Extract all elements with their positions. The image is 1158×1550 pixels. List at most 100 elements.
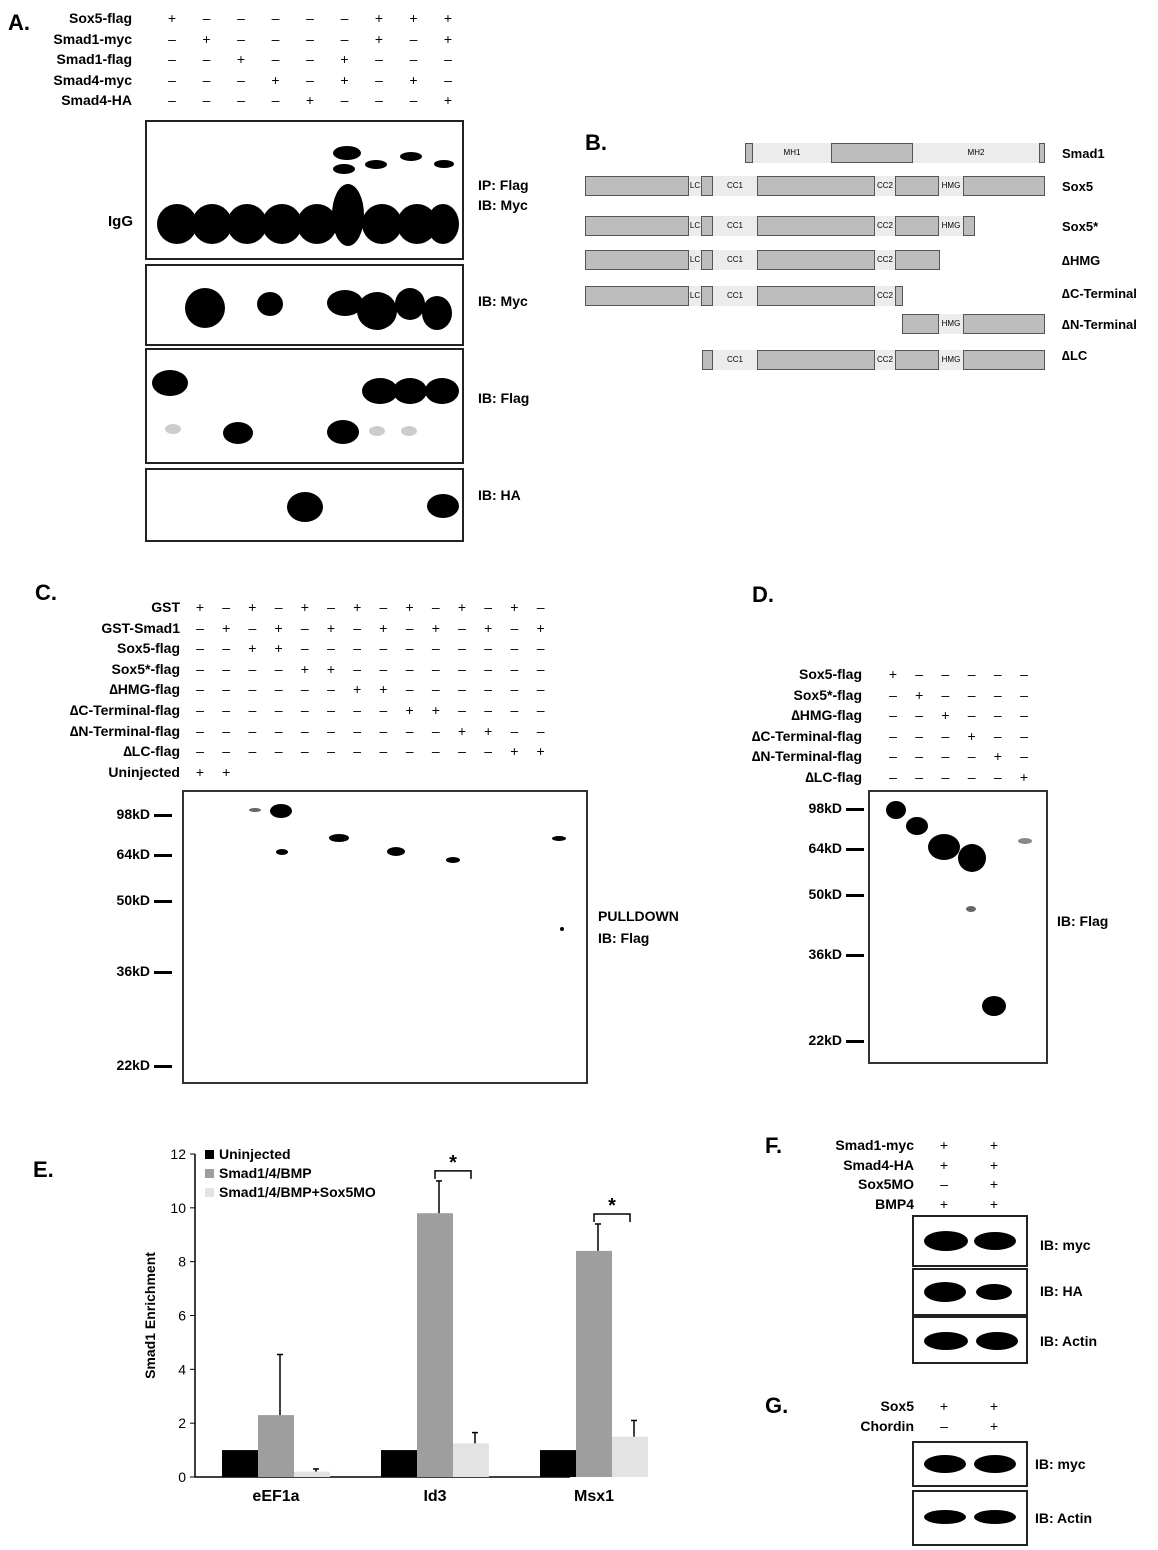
panel-f-sign: + (989, 1137, 999, 1153)
x-tick-label: eEF1a (252, 1488, 299, 1505)
panel-a-sign: + (340, 51, 349, 67)
panel-c-sign: – (300, 702, 309, 718)
mw-marker-tick (154, 900, 172, 903)
panel-d-sign: + (888, 666, 898, 682)
panel-d-sign: + (967, 727, 976, 744)
blot-a-ip-ib-label: IB: Myc (478, 197, 528, 213)
panel-c-sign: – (379, 702, 388, 718)
domain-box: CC2 (874, 216, 896, 236)
panel-f-sign: + (989, 1176, 999, 1192)
legend-entry: Uninjected (219, 1146, 291, 1162)
panel-c-sign: – (300, 681, 309, 698)
panel-d-sign: – (941, 666, 950, 682)
domain-box: CC2 (874, 176, 896, 196)
mw-marker-label: 64kD (116, 846, 150, 862)
panel-a-sign: – (237, 71, 245, 88)
panel-c-sign: – (327, 681, 335, 698)
panel-d-sign: – (967, 686, 976, 703)
panel-g-row-label: Chordin (860, 1417, 914, 1434)
panel-d-sign: – (915, 748, 924, 765)
panel-c-sign: – (274, 722, 283, 739)
blot-a-ip (145, 120, 464, 260)
panel-a-sign: – (340, 10, 349, 26)
legend-entry: Smad1/4/BMP+Sox5MO (219, 1184, 376, 1200)
domain-box: HMG (938, 216, 964, 236)
panel-letter-f: F. (765, 1133, 783, 1158)
blot-a-flag (145, 348, 464, 464)
domain-box: LC (688, 250, 702, 270)
panel-c-sign: – (222, 640, 231, 657)
blot-a-myc-label: IB: Myc (478, 293, 528, 309)
domain-construct-name: ∆HMG (1062, 253, 1101, 268)
panel-a-sign: – (271, 30, 280, 47)
panel-d-row-label: Sox5-flag (798, 666, 862, 682)
panel-c-sign: – (248, 660, 257, 677)
domain-construct-bar (585, 216, 975, 236)
panel-a-sign: + (305, 92, 315, 108)
domain-box: CC1 (712, 286, 758, 306)
panel-d-sign: – (993, 686, 1002, 703)
panel-c-sign: – (405, 640, 414, 657)
panel-c-sign: + (274, 619, 283, 636)
panel-a-sign: – (271, 10, 280, 26)
panel-f-row-label: Smad4-HA (843, 1156, 914, 1173)
panel-c-row-label: ∆C-Terminal-flag (69, 702, 180, 718)
panel-f-sign: + (939, 1195, 949, 1212)
panel-c-sign: – (222, 722, 231, 739)
panel-c-sign: + (353, 681, 362, 698)
blot-c-label-1: PULLDOWN (598, 908, 679, 924)
panel-d-sign: – (967, 707, 976, 724)
panel-c-sign: + (536, 743, 545, 760)
panel-a-row-label: Smad1-myc (53, 30, 132, 47)
panel-d-sign: – (993, 727, 1002, 744)
panel-c-sign: – (196, 660, 204, 677)
panel-c-sign: – (536, 681, 545, 698)
panel-c-sign: + (457, 599, 467, 615)
panel-f-row-label: BMP4 (875, 1195, 914, 1212)
panel-c-row-label: Sox5*-flag (111, 660, 180, 677)
panel-c-sign: + (510, 743, 519, 760)
panel-a-sign: – (237, 10, 245, 26)
panel-a-sign: + (202, 30, 211, 47)
panel-c-sign: + (431, 702, 440, 718)
panel-a-sign: – (271, 92, 280, 108)
domain-box: HMG (938, 176, 964, 196)
panel-c-sign: – (327, 599, 335, 615)
panel-d-sign: + (993, 748, 1002, 765)
panel-g-row-label: Sox5 (880, 1398, 914, 1414)
panel-d-row-label: Sox5*-flag (793, 686, 862, 703)
legend-swatch (205, 1188, 214, 1197)
panel-d-sign: – (967, 666, 976, 682)
panel-a-sign: + (443, 10, 453, 26)
panel-d-sign: – (941, 748, 950, 765)
panel-c-row-label: ∆LC-flag (123, 743, 180, 760)
panel-c-sign: – (458, 660, 466, 677)
panel-c-sign: – (300, 743, 309, 760)
blot-g-actin (912, 1490, 1028, 1546)
blot-f-ha-label: IB: HA (1040, 1283, 1083, 1299)
panel-a-row-label: Smad4-HA (61, 92, 132, 108)
y-tick-label: 6 (178, 1308, 186, 1324)
panel-a-row-label: Sox5-flag (68, 10, 132, 26)
panel-f-row-label: Smad1-myc (835, 1137, 914, 1153)
panel-f-sign: – (940, 1176, 948, 1192)
domain-construct-bar (585, 250, 940, 270)
domain-construct-name: ∆N-Terminal (1062, 317, 1137, 332)
panel-c-sign: – (353, 640, 362, 657)
panel-d-sign: – (941, 769, 950, 785)
panel-c-sign: – (300, 722, 309, 739)
panel-letter-d: D. (752, 582, 774, 607)
panel-d-row-label: ∆N-Terminal-flag (751, 748, 862, 765)
panel-c-sign: – (196, 722, 204, 739)
panel-c-row-label: ∆HMG-flag (109, 681, 180, 698)
panel-c-sign: – (274, 743, 283, 760)
domain-construct-bar (902, 314, 1045, 334)
panel-c-sign: + (248, 599, 257, 615)
domain-construct-name: Sox5* (1062, 219, 1099, 234)
panel-d-sign: – (967, 748, 976, 765)
panel-c-sign: – (222, 599, 231, 615)
panel-c-sign: – (196, 743, 204, 760)
panel-c-sign: – (458, 640, 466, 657)
panel-c-sign: – (379, 722, 388, 739)
mw-marker-tick (846, 1040, 864, 1043)
